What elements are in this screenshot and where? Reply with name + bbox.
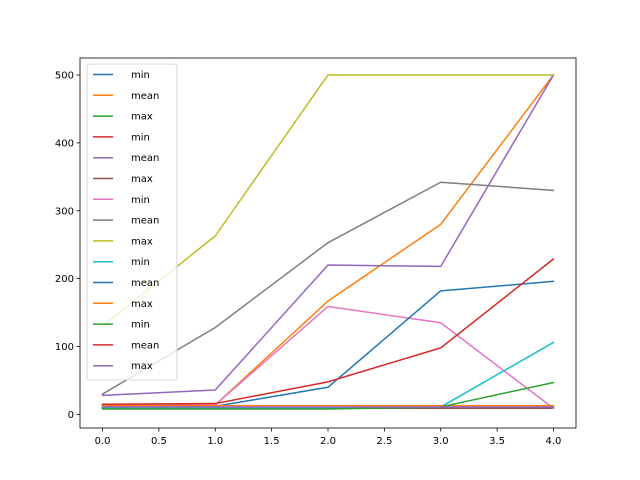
x-tick-label: 3.5 <box>489 436 505 447</box>
legend-label: max <box>131 174 153 185</box>
legend-box <box>86 63 178 381</box>
x-axis: 0.0 0.5 1.0 1.5 2.0 2.5 3.0 3.5 4.0 <box>95 428 562 447</box>
legend-label: min <box>131 320 150 331</box>
series-line-8-max <box>101 74 555 328</box>
x-tick-label: 1.5 <box>264 436 280 447</box>
legend-label: min <box>131 195 150 206</box>
legend-label: max <box>131 299 153 310</box>
y-tick-label: 400 <box>55 138 74 149</box>
legend-label: max <box>131 112 153 123</box>
y-tick-label: 200 <box>55 274 74 285</box>
y-tick-label: 100 <box>55 342 74 353</box>
y-tick-label: 300 <box>55 206 74 217</box>
series-line-7-mean <box>101 181 555 396</box>
legend-label: mean <box>131 216 159 227</box>
plot-lines <box>101 73 555 410</box>
x-tick-label: 0.5 <box>151 436 167 447</box>
x-tick-label: 4.0 <box>546 436 562 447</box>
x-tick-label: 0.0 <box>95 436 111 447</box>
series-line-4-mean <box>101 73 555 397</box>
legend-label: max <box>131 236 153 247</box>
series-line-13-mean <box>101 257 555 405</box>
x-tick-label: 2.5 <box>376 436 392 447</box>
legend-label: max <box>131 361 153 372</box>
legend-label: min <box>131 132 150 143</box>
series-line-12-min <box>101 381 555 410</box>
x-tick-label: 1.0 <box>207 436 223 447</box>
legend-label: mean <box>131 340 159 351</box>
y-axis: 0 100 200 300 400 500 <box>55 70 80 421</box>
legend-label: mean <box>131 153 159 164</box>
x-tick-label: 2.0 <box>320 436 336 447</box>
x-tick-label: 3.0 <box>433 436 449 447</box>
legend: min mean max min mean max min mean max min mean max… <box>86 63 178 381</box>
legend-label: mean <box>131 91 159 102</box>
legend-label: min <box>131 257 150 268</box>
y-tick-label: 0 <box>68 410 74 421</box>
legend-label: mean <box>131 278 159 289</box>
y-tick-label: 500 <box>55 70 74 81</box>
legend-label: min <box>131 70 150 81</box>
